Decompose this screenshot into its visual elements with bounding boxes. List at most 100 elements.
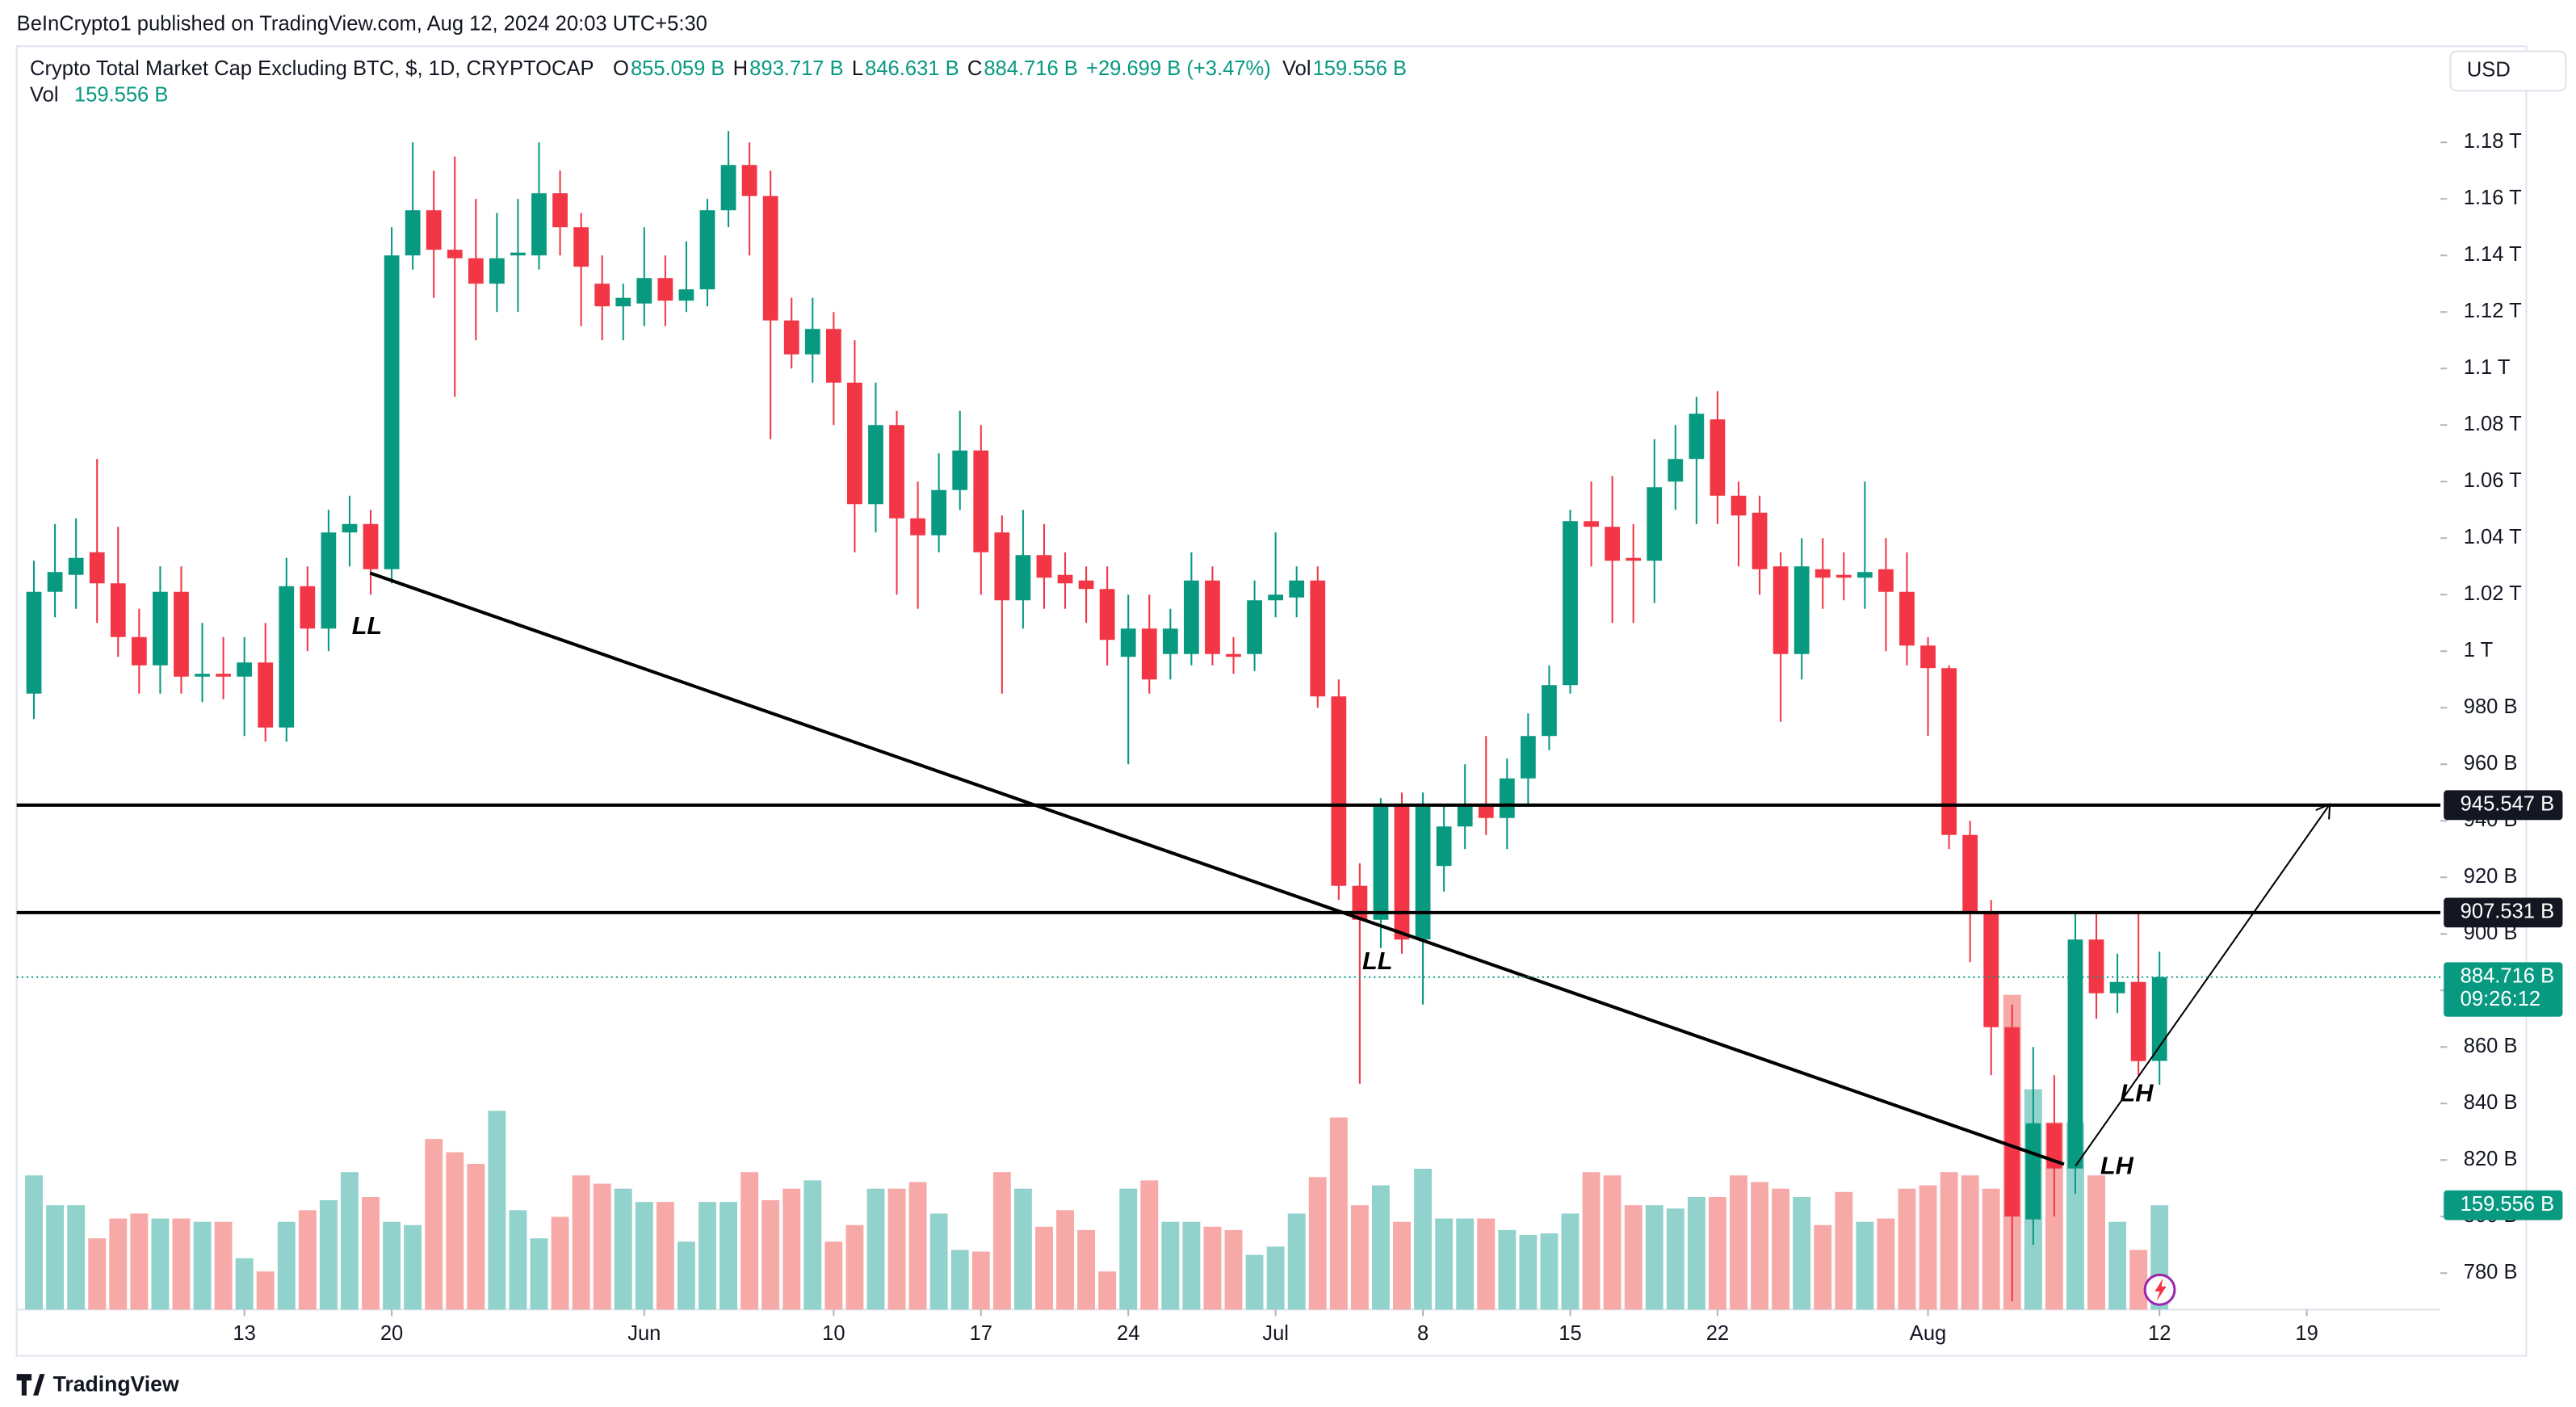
candle-body — [1710, 419, 1726, 496]
candle-body — [1878, 569, 1894, 592]
candle-body — [825, 329, 841, 383]
candle-body — [468, 258, 484, 284]
y-tick-label: 960 B — [2464, 752, 2518, 775]
candle-body — [110, 583, 126, 637]
alert-icon[interactable] — [2143, 1273, 2176, 1306]
brand-logo — [16, 1374, 45, 1396]
volume-bar — [1793, 1196, 1811, 1310]
y-tick-label: 980 B — [2464, 695, 2518, 718]
x-tick-label: 10 — [822, 1322, 845, 1345]
candle-body — [1689, 414, 1705, 460]
candle-body — [489, 258, 505, 284]
x-tick-label: 17 — [970, 1322, 992, 1345]
ohlc-value: 846.631 B — [865, 57, 959, 80]
candle-body — [762, 195, 778, 321]
volume-bar — [1266, 1246, 1285, 1310]
candle-body — [384, 255, 400, 569]
currency-label[interactable]: USD — [2467, 59, 2511, 82]
candle-body — [68, 557, 84, 575]
candle-body — [1331, 696, 1347, 886]
volume-bar — [950, 1250, 969, 1310]
y-tick-label: 1.12 T — [2464, 300, 2522, 322]
volume-bar — [1730, 1175, 1747, 1310]
candle-body — [1605, 527, 1621, 561]
candle-body — [1289, 580, 1305, 598]
volume-bar — [1582, 1172, 1601, 1310]
candle-body — [1478, 806, 1494, 818]
ohlc-key: C — [967, 57, 982, 80]
x-tick-label: Aug — [1910, 1322, 1946, 1345]
volume-bar — [1835, 1191, 1853, 1310]
volume-bar — [971, 1251, 990, 1310]
volume-bar — [509, 1210, 527, 1310]
brand-name: TradingView — [53, 1371, 179, 1396]
candle-body — [994, 532, 1010, 601]
volume-bar — [572, 1175, 590, 1310]
annotation: LL — [352, 612, 382, 640]
candle-body — [910, 518, 925, 536]
volume-badge — [2444, 1190, 2563, 1220]
volume-bar — [404, 1224, 422, 1310]
volume-bar — [699, 1202, 716, 1310]
currency-box[interactable] — [2449, 50, 2567, 92]
projection-arrow — [2075, 804, 2330, 1167]
trend-line — [369, 571, 2065, 1166]
volume-bar — [467, 1163, 485, 1310]
volume-bar — [1540, 1233, 1559, 1310]
candle-body — [1773, 566, 1789, 654]
volume-bar — [214, 1221, 233, 1310]
currency-button[interactable]: USD — [2449, 50, 2567, 92]
volume-bar — [551, 1216, 569, 1310]
volume-bar — [530, 1238, 548, 1310]
x-tick-label: 20 — [380, 1322, 403, 1345]
ohlc-value: 855.059 B — [631, 57, 724, 80]
candle-body — [2004, 1027, 2020, 1217]
x-tick-label: Jul — [1262, 1322, 1289, 1345]
volume-bar — [720, 1202, 737, 1310]
volume-bar — [656, 1202, 674, 1310]
level-badge — [2444, 897, 2563, 928]
volume-bar — [1329, 1117, 1348, 1310]
volume-layer — [25, 994, 2169, 1310]
candle-body — [1394, 806, 1410, 940]
alert-bolt[interactable] — [2154, 1278, 2167, 1302]
volume-bar — [1056, 1210, 1074, 1310]
volume-bar — [1919, 1185, 1937, 1310]
volume-bar — [782, 1188, 801, 1310]
candle-body — [2046, 1123, 2062, 1169]
annotation: LH — [2100, 1153, 2134, 1180]
candle-body — [1247, 600, 1262, 654]
candle-body — [1941, 668, 1957, 835]
x-tick-label: 12 — [2148, 1322, 2171, 1345]
volume-bar — [1519, 1235, 1538, 1310]
candle-body — [1584, 521, 1599, 527]
candle-body — [1184, 580, 1199, 654]
candle-body — [153, 591, 168, 666]
volume-bar — [824, 1241, 843, 1310]
x-tick-label: 13 — [233, 1322, 255, 1345]
x-tick-label: 19 — [2295, 1322, 2318, 1345]
annotation: LL — [1362, 947, 1392, 975]
y-tick-label: 840 B — [2464, 1091, 2518, 1114]
candle-body — [1752, 512, 1768, 569]
volume-bar — [593, 1183, 611, 1310]
candle-body — [552, 193, 568, 228]
volume-bar — [1287, 1213, 1306, 1310]
countdown-label: 09:26:12 — [2461, 988, 2540, 1010]
volume-bar — [446, 1152, 464, 1310]
candle-body — [1668, 459, 1684, 482]
candle-body — [573, 227, 589, 267]
candle-body — [195, 674, 210, 677]
volume-bar — [803, 1180, 822, 1310]
volume-bar — [319, 1200, 338, 1310]
candle-body — [1815, 569, 1831, 578]
candle-body — [1120, 628, 1136, 657]
volume-bar — [1456, 1218, 1475, 1310]
x-tick-label: 24 — [1117, 1322, 1139, 1345]
volume-bar — [1245, 1254, 1264, 1310]
volume-bar — [1224, 1229, 1243, 1310]
volume-bar — [1203, 1226, 1222, 1310]
ohlc-key: L — [852, 57, 863, 80]
y-tick-label: 920 B — [2464, 865, 2518, 888]
volume-bar — [1561, 1213, 1580, 1310]
